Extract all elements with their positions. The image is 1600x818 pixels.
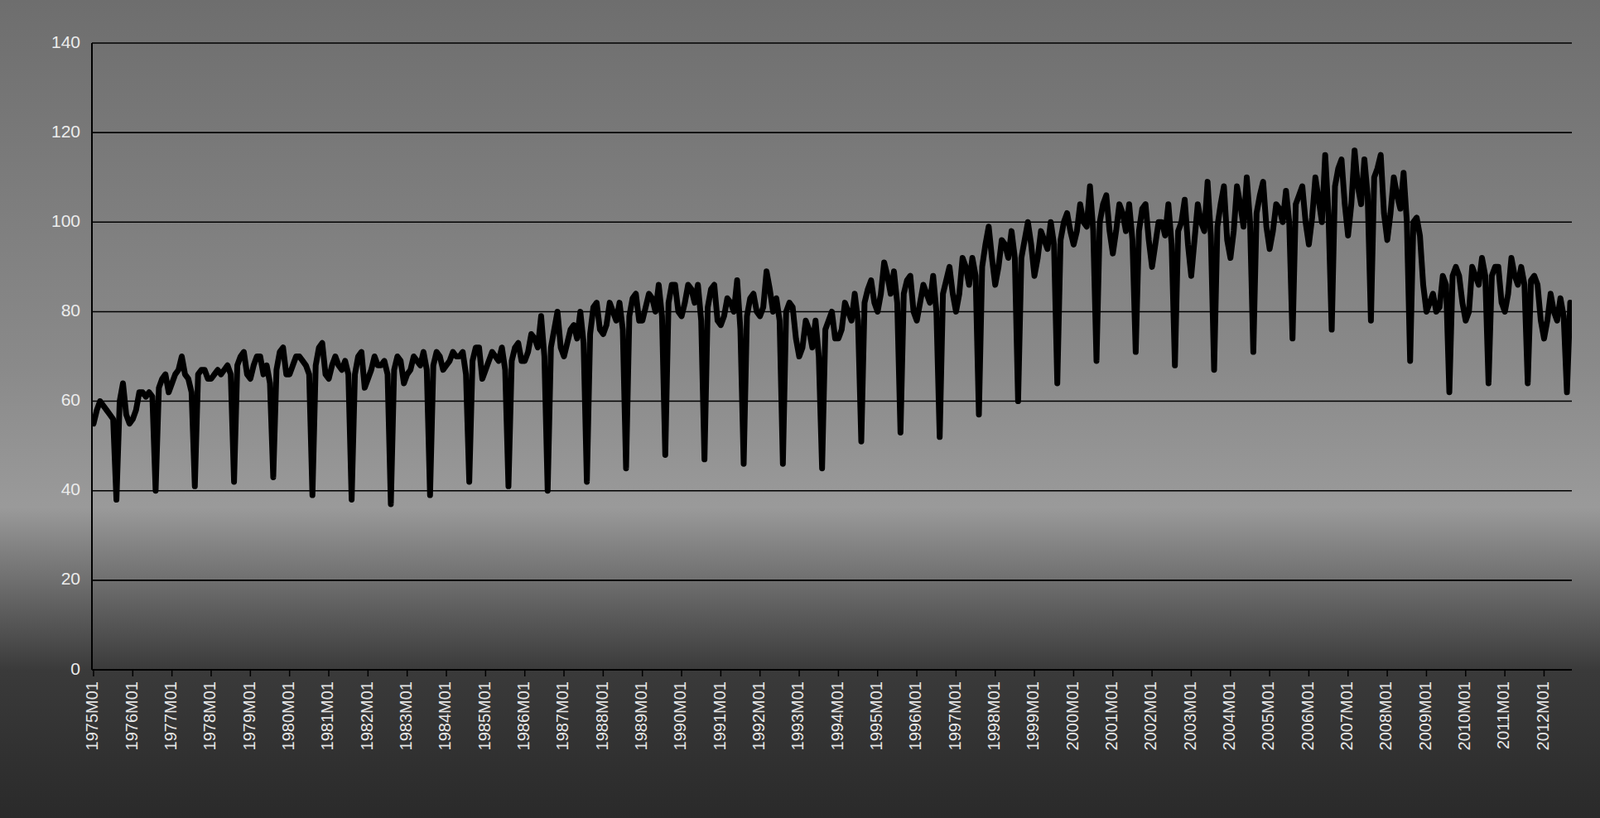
x-tick [602, 669, 605, 677]
x-tick [798, 669, 800, 677]
x-tick [720, 669, 723, 677]
x-tick [1426, 669, 1428, 677]
x-tick-label: 1990M01 [670, 681, 690, 751]
x-tick-label: 1978M01 [200, 681, 219, 751]
x-tick [915, 669, 918, 677]
x-axis: 1975M01 1976M01 1977M01 1978M01 1979M01 1980M… [82, 669, 1552, 751]
x-tick [524, 669, 526, 677]
x-tick [1033, 669, 1036, 677]
x-tick-label: 1984M01 [435, 681, 454, 751]
y-tick-label: 80 [61, 300, 81, 320]
grid-line [91, 42, 1572, 44]
y-tick-label: 0 [70, 659, 81, 679]
x-tick [406, 669, 409, 677]
x-tick-label: 1987M01 [553, 681, 572, 751]
x-tick-label: 1998M01 [984, 681, 1003, 751]
x-tick [171, 669, 174, 677]
x-tick-label: 1997M01 [945, 681, 964, 751]
y-tick-label: 100 [51, 211, 81, 231]
x-tick [367, 669, 370, 677]
x-tick-label: 2004M01 [1219, 681, 1239, 751]
y-tick-label: 140 [51, 32, 81, 52]
x-tick-label: 1980M01 [279, 681, 298, 751]
y-tick-label: 120 [51, 121, 81, 141]
grid-line [91, 579, 1572, 582]
x-tick-label: 1991M01 [710, 681, 729, 751]
grid-line [91, 669, 1572, 671]
x-tick-label: 1985M01 [475, 681, 494, 751]
y-axis: 0 20 40 60 80 100 120 140 [51, 32, 1572, 679]
x-tick-label: 2005M01 [1258, 681, 1278, 751]
x-tick-label: 1976M01 [122, 681, 141, 751]
series-line [93, 150, 1571, 505]
x-tick [955, 669, 958, 677]
x-tick-label: 1975M01 [82, 681, 102, 751]
x-tick-label: 1993M01 [788, 681, 807, 751]
y-tick-label: 60 [61, 390, 81, 410]
x-tick-label: 1979M01 [240, 681, 259, 751]
x-tick-label: 2012M01 [1533, 681, 1552, 751]
x-tick [1112, 669, 1114, 677]
y-axis-line [91, 43, 93, 670]
x-tick [877, 669, 879, 677]
x-tick-label: 1992M01 [749, 681, 768, 751]
x-tick-label: 1996M01 [906, 681, 925, 751]
x-tick [92, 669, 95, 677]
x-tick-label: 2002M01 [1141, 681, 1160, 751]
x-tick [485, 669, 487, 677]
x-tick [445, 669, 448, 677]
x-tick-label: 1983M01 [396, 681, 415, 751]
x-tick [1190, 669, 1193, 677]
plot-area [93, 150, 1571, 505]
x-tick [327, 669, 330, 677]
x-tick [210, 669, 213, 677]
y-tick-label: 40 [61, 479, 81, 499]
x-tick [994, 669, 997, 677]
x-axis-line [91, 669, 1572, 671]
y-tick-label: 20 [61, 568, 81, 588]
x-tick [1073, 669, 1075, 677]
grid-line [91, 131, 1572, 134]
x-tick-label: 2001M01 [1102, 681, 1121, 751]
x-tick [1308, 669, 1311, 677]
x-tick [1386, 669, 1388, 677]
x-tick [680, 669, 683, 677]
x-tick-label: 2007M01 [1337, 681, 1356, 751]
x-tick [289, 669, 291, 677]
background [0, 0, 1600, 818]
x-tick-label: 1994M01 [828, 681, 847, 751]
x-tick-label: 2011M01 [1493, 681, 1513, 750]
x-tick [132, 669, 135, 677]
x-tick-label: 1988M01 [592, 681, 612, 751]
x-tick [759, 669, 762, 677]
x-tick [1229, 669, 1232, 677]
x-tick-label: 1982M01 [357, 681, 376, 751]
x-tick [1268, 669, 1271, 677]
x-tick-label: 1981M01 [318, 681, 337, 751]
x-tick [838, 669, 840, 677]
x-tick-label: 2006M01 [1298, 681, 1317, 751]
x-tick-label: 2003M01 [1180, 681, 1200, 751]
x-tick-label: 1995M01 [867, 681, 886, 751]
x-tick-label: 1986M01 [514, 681, 533, 751]
x-tick [641, 669, 644, 677]
x-tick [1543, 669, 1546, 677]
x-tick [563, 669, 565, 677]
x-tick-label: 1999M01 [1023, 681, 1042, 751]
x-tick [1151, 669, 1153, 677]
chart: 0204060801001201401975M011976M011977M011… [0, 0, 1600, 818]
x-tick-label: 2010M01 [1455, 681, 1474, 751]
x-tick [1465, 669, 1467, 677]
x-tick-label: 1977M01 [161, 681, 180, 751]
x-tick-label: 2008M01 [1376, 681, 1395, 751]
x-tick-label: 2000M01 [1063, 681, 1082, 751]
x-tick [1503, 669, 1506, 677]
x-tick [250, 669, 252, 677]
x-tick-label: 1989M01 [631, 681, 651, 751]
x-tick [1347, 669, 1350, 677]
x-tick-label: 2009M01 [1416, 681, 1435, 751]
